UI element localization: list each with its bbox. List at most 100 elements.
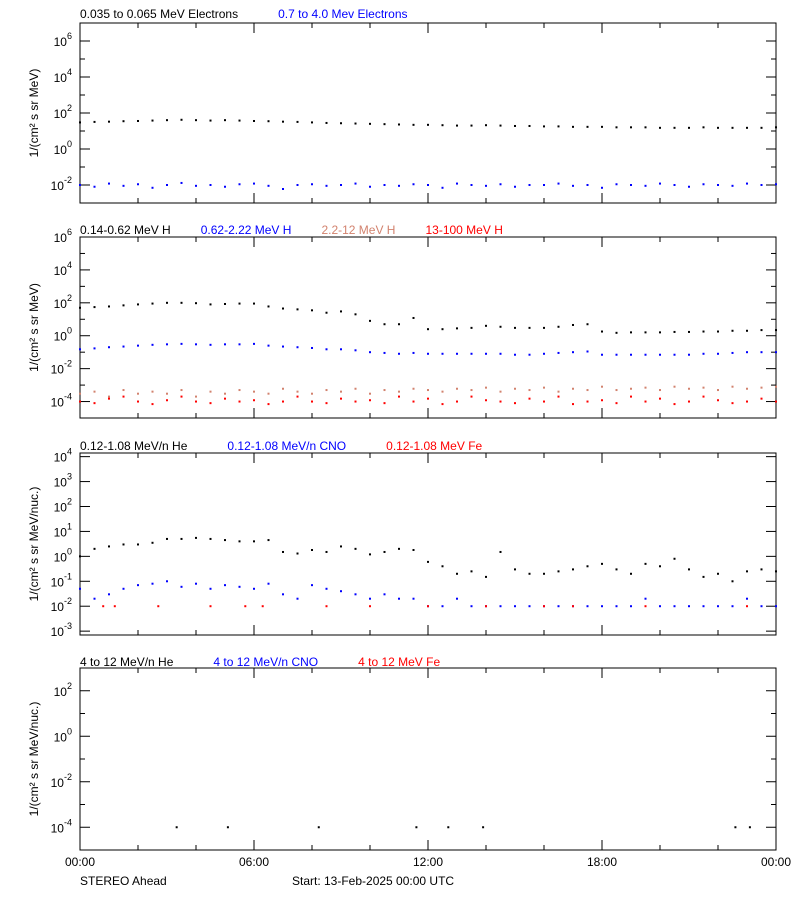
data-point [688,353,690,356]
legend-entry: 0.12-1.08 MeV/n CNO [227,439,346,453]
data-point [137,392,139,395]
data-point [224,392,226,395]
data-point [644,126,647,129]
data-point [209,587,212,590]
y-tick-label: 10-4 [51,817,72,835]
y-tick-label: 104 [54,67,72,85]
data-point [311,400,313,403]
y-axis-label: 1/(cm² s sr MeV) [27,69,41,158]
data-point [688,330,690,333]
data-point [311,584,313,587]
data-point [79,121,81,124]
panel-4: 10-4 10-2 100 102 1/(cm² s sr MeV/nuc.) 4 to … [27,655,777,851]
data-point [267,120,270,123]
data-point [586,565,589,568]
data-point [456,572,458,575]
data-point [180,395,183,398]
data-point [311,346,313,349]
data-point [398,547,400,550]
data-point [499,325,502,328]
data-point [659,182,661,185]
data-point [157,605,160,608]
data-point [151,119,154,122]
data-point [456,597,458,600]
data-point [746,400,748,403]
data-point [354,400,357,403]
data-point [630,126,632,129]
data-point [717,126,719,129]
legend-entry: 0.14-0.62 MeV H [80,223,171,237]
data-point [166,301,168,304]
data-point [296,346,299,349]
y-tick-label: 10-4 [51,392,72,410]
data-point [630,331,632,334]
data-point [760,126,763,129]
data-point [354,122,357,125]
data-point [137,584,139,587]
data-point [296,390,299,393]
data-point [441,565,444,568]
data-point [702,126,705,129]
data-point [586,400,589,403]
y-tick-label: 102 [54,103,72,121]
data-point [354,593,357,596]
data-point [543,386,545,389]
data-point [209,119,212,122]
data-point [267,582,270,585]
data-point [267,539,270,542]
data-point [151,403,154,406]
data-point [137,119,139,122]
data-point [325,121,328,124]
data-point [731,329,734,332]
data-point [325,348,328,351]
data-point [528,397,531,400]
data-point [383,123,386,126]
data-point [557,351,560,354]
data-point [717,572,719,575]
data-point [688,568,690,571]
data-point [775,400,777,403]
data-point [412,123,415,126]
data-point [734,826,737,829]
data-point [760,329,763,332]
data-point [180,537,183,540]
data-point [398,390,400,393]
data-point [485,386,487,389]
data-point [282,345,284,348]
data-point [456,124,458,127]
data-point [282,187,284,190]
data-point [441,605,444,608]
data-point [514,185,516,188]
data-point [175,826,178,829]
y-axis-label: 1/(cm² s sr MeV/nuc.) [27,487,41,602]
data-point [122,389,125,392]
data-point [224,119,226,122]
data-point [514,387,516,390]
data-point [644,605,647,608]
data-point [369,319,371,322]
data-point [282,593,284,596]
legend-entry: 0.12-1.08 MeV/n He [80,439,188,453]
data-point [456,182,458,185]
data-point [630,387,632,390]
data-point [731,126,734,129]
legend-entry: 4 to 12 MeV/n He [80,655,174,669]
data-point [673,403,676,406]
data-point [340,545,342,548]
data-point [325,402,328,405]
data-point [731,605,734,608]
data-point [601,353,603,356]
data-point [253,302,255,305]
data-point [93,402,96,405]
data-point [630,353,632,356]
data-point [412,351,415,354]
data-point [760,184,763,186]
data-point [528,326,531,329]
data-point [325,389,328,392]
data-point [253,540,255,543]
data-point [137,303,139,306]
data-point [499,550,502,553]
legend-entry: 4 to 12 MeV Fe [358,655,440,669]
data-point [340,590,342,593]
data-point [325,587,328,590]
